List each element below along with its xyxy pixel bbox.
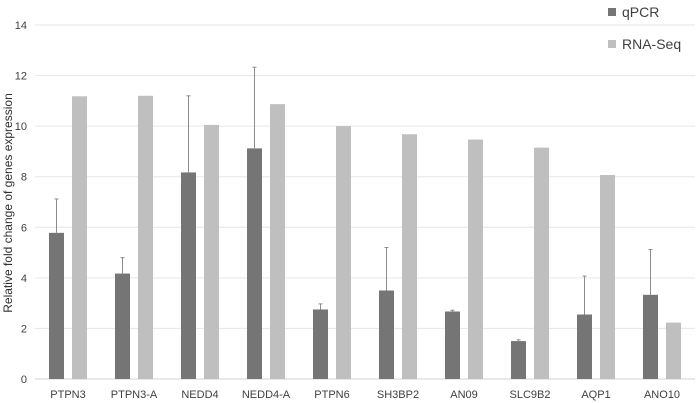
bar-qpcr-ptpn3-a <box>115 273 130 379</box>
x-tick-label: NEDD4-A <box>242 389 291 401</box>
bar-rnaseq-ano10 <box>666 322 681 379</box>
x-tick-label: PTPN3 <box>50 389 85 401</box>
bar-qpcr-ptpn3 <box>49 232 64 379</box>
legend-label: RNA-Seq <box>622 36 681 52</box>
bar-rnaseq-nedd4-a <box>270 104 285 379</box>
bar-rnaseq-sh3bp2 <box>402 134 417 379</box>
bar-qpcr-an09 <box>445 311 460 379</box>
bar-qpcr-aqp1 <box>577 314 592 379</box>
x-tick-label: AN09 <box>450 389 478 401</box>
bar-rnaseq-an09 <box>468 139 483 379</box>
bar-rnaseq-ptpn3 <box>72 96 87 379</box>
y-tick-label: 0 <box>21 374 27 386</box>
bar-qpcr-sh3bp2 <box>379 290 394 379</box>
bar-qpcr-nedd4 <box>181 172 196 379</box>
x-tick-label: SLC9B2 <box>510 389 551 401</box>
y-axis-label: Relative fold change of genes expression <box>1 93 15 312</box>
legend: qPCR RNA-Seq <box>608 4 681 52</box>
bar-rnaseq-ptpn3-a <box>138 95 153 380</box>
x-tick-label: NEDD4 <box>181 389 218 401</box>
x-tick-label: AQP1 <box>581 389 610 401</box>
y-tick-label: 2 <box>21 323 27 335</box>
bar-qpcr-nedd4-a <box>247 148 262 379</box>
y-axis: 0 2 4 6 8 10 12 14 <box>15 20 27 386</box>
legend-swatch-rna-seq <box>608 40 616 48</box>
bar-rnaseq-nedd4 <box>204 124 219 379</box>
y-tick-label: 6 <box>21 222 27 234</box>
legend-swatch-qpcr <box>608 8 616 16</box>
bar-rnaseq-ptpn6 <box>336 126 351 380</box>
bar-rnaseq-aqp1 <box>600 174 615 379</box>
bar-rnaseq-slc9b2 <box>534 147 549 379</box>
bar-qpcr-ano10 <box>643 294 658 379</box>
x-tick-label: SH3BP2 <box>377 389 419 401</box>
x-tick-label: ANO10 <box>644 389 680 401</box>
bar-qpcr-slc9b2 <box>511 341 526 379</box>
y-tick-label: 8 <box>21 172 27 184</box>
y-tick-label: 4 <box>21 273 27 285</box>
x-tick-label: PTPN6 <box>314 389 349 401</box>
x-axis: PTPN3 PTPN3-A NEDD4 NEDD4-A PTPN6 SH3BP2 AN09 S… <box>50 389 680 401</box>
y-tick-label: 12 <box>15 71 27 83</box>
x-tick-label: PTPN3-A <box>111 389 158 401</box>
y-tick-label: 10 <box>15 121 27 133</box>
bar-qpcr-ptpn6 <box>313 309 328 379</box>
bars <box>49 66 681 380</box>
y-tick-label: 14 <box>15 20 27 32</box>
legend-label: qPCR <box>622 4 659 20</box>
gridlines <box>35 24 695 380</box>
